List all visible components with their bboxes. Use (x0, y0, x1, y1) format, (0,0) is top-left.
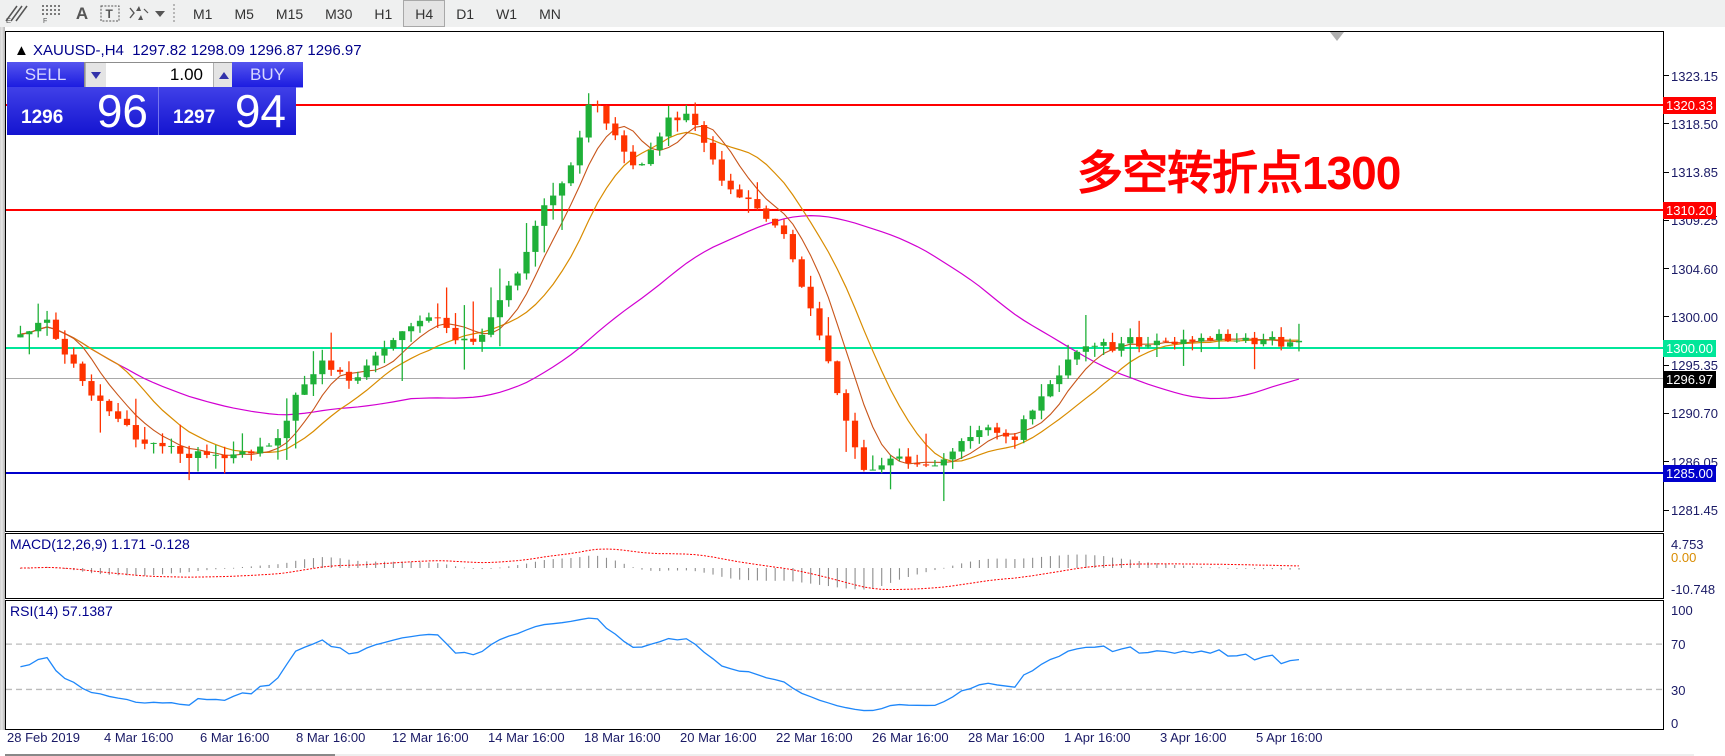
svg-text:T: T (106, 7, 114, 21)
svg-text:E: E (6, 16, 11, 24)
svg-text:F: F (43, 18, 47, 24)
